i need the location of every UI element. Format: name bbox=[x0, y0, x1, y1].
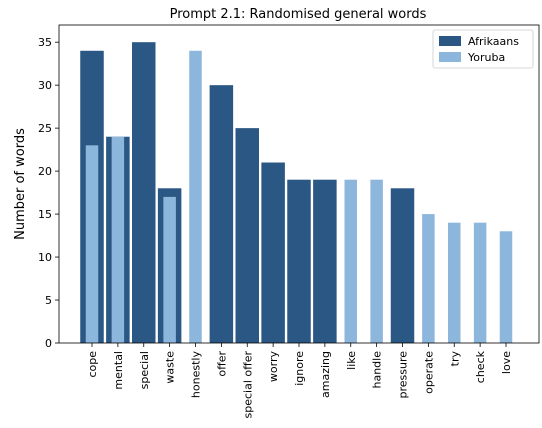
legend-label-afrikaans: Afrikaans bbox=[468, 35, 519, 48]
legend-swatch-afrikaans bbox=[439, 36, 461, 46]
bar-afrikaans-pressure bbox=[390, 188, 415, 343]
x-tick-label: operate bbox=[422, 351, 435, 394]
bar-yoruba-love bbox=[499, 231, 513, 343]
y-tick-label: 5 bbox=[45, 294, 52, 307]
x-tick-label: offer bbox=[215, 351, 228, 377]
bar-afrikaans-special bbox=[132, 42, 156, 344]
x-tick-label: check bbox=[474, 350, 487, 383]
x-tick-label: cope bbox=[86, 351, 99, 378]
x-tick-label: handle bbox=[371, 351, 384, 389]
x-tick-label: special bbox=[138, 351, 151, 389]
bars-group bbox=[80, 42, 513, 344]
x-tick-label: pressure bbox=[397, 351, 410, 399]
bar-afrikaans-special-offer bbox=[235, 128, 259, 343]
legend-swatch-yoruba bbox=[439, 52, 461, 62]
y-axis-label: Number of words bbox=[13, 128, 28, 240]
x-tick-label: love bbox=[500, 351, 513, 374]
y-tick-label: 35 bbox=[38, 36, 52, 49]
x-tick-label: special offer bbox=[241, 351, 254, 419]
chart-title: Prompt 2.1: Randomised general words bbox=[170, 7, 427, 22]
x-tick-label: worry bbox=[267, 351, 280, 383]
x-tick-label: amazing bbox=[319, 351, 332, 398]
bar-yoruba-honestly bbox=[189, 50, 202, 343]
y-tick-label: 0 bbox=[45, 337, 52, 350]
x-tick-label: try bbox=[448, 351, 461, 367]
bar-yoruba-mental bbox=[111, 136, 125, 343]
y-tick-label: 10 bbox=[38, 251, 52, 264]
y-tick-label: 20 bbox=[38, 165, 52, 178]
bar-yoruba-operate bbox=[422, 214, 435, 343]
bar-afrikaans-worry bbox=[261, 162, 285, 343]
bar-yoruba-try bbox=[448, 222, 461, 343]
x-tick-label: ignore bbox=[293, 351, 306, 386]
bar-yoruba-waste bbox=[163, 196, 176, 343]
y-tick-label: 15 bbox=[38, 208, 52, 221]
bar-yoruba-check bbox=[473, 222, 487, 343]
legend: Afrikaans Yoruba bbox=[432, 29, 534, 69]
y-tick-label: 30 bbox=[38, 79, 52, 92]
bar-yoruba-like bbox=[344, 179, 357, 343]
bar-afrikaans-offer bbox=[209, 85, 234, 343]
x-tick-label: waste bbox=[164, 351, 177, 384]
x-tick-label: honestly bbox=[190, 351, 203, 399]
bar-yoruba-cope bbox=[85, 145, 99, 343]
x-tick-label: like bbox=[345, 351, 358, 370]
bar-afrikaans-amazing bbox=[313, 179, 337, 343]
bar-afrikaans-ignore bbox=[287, 179, 311, 343]
y-tick-label: 25 bbox=[38, 122, 52, 135]
x-tick-label: mental bbox=[112, 351, 125, 390]
axes-group: 0 5 10 15 20 25 30 35 cope mental special waste hone… bbox=[38, 24, 540, 419]
bar-yoruba-handle bbox=[370, 179, 383, 343]
legend-label-yoruba: Yoruba bbox=[467, 51, 505, 64]
